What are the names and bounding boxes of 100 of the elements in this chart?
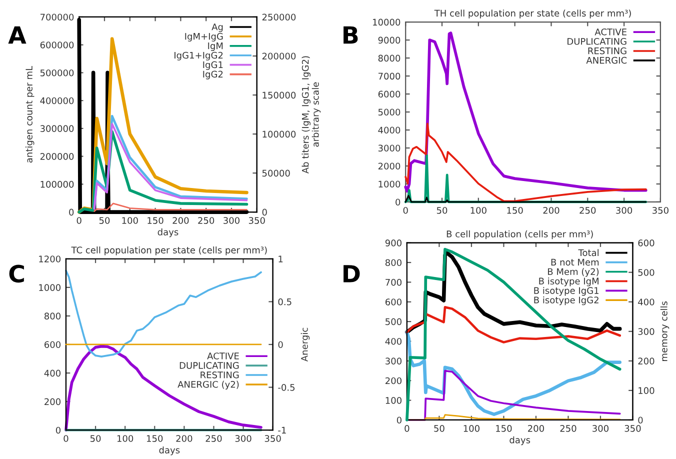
y2-axis-title: memory cells bbox=[660, 301, 670, 361]
x-tick-label: 350 bbox=[264, 435, 281, 442]
x-tick-label: 250 bbox=[206, 435, 222, 442]
legend-label: ANERGIC (y2) bbox=[178, 380, 239, 390]
y2-tick-label: 50000 bbox=[262, 170, 290, 177]
y-tick-label: 400000 bbox=[40, 97, 74, 104]
x-tick-label: 200 bbox=[176, 435, 192, 442]
x-tick-label: 0 bbox=[64, 435, 68, 442]
y2-tick-label: 0 bbox=[278, 341, 283, 348]
x-tick-label: 100 bbox=[122, 217, 138, 224]
legend-label: IgG1+IgG2 bbox=[174, 52, 223, 60]
x-tick-label: 0 bbox=[404, 425, 410, 432]
y2-tick-label: 150000 bbox=[262, 92, 296, 99]
x-axis-title: days bbox=[159, 446, 180, 456]
line-series bbox=[406, 306, 622, 344]
legend-label: Ag bbox=[212, 24, 223, 32]
x-tick-label: 300 bbox=[616, 206, 632, 214]
x-tick-label: 150 bbox=[496, 425, 512, 432]
y-tick-label: 2000 bbox=[378, 162, 400, 170]
y-tick-label: 10000 bbox=[373, 18, 400, 26]
legend-label: ANERGIC bbox=[586, 56, 627, 64]
legend-label: IgM bbox=[208, 42, 223, 51]
y-axis-title: antigen count per mL bbox=[25, 66, 34, 163]
x-tick-label: 350 bbox=[652, 206, 668, 214]
legend-label: IgM+IgG bbox=[185, 32, 223, 42]
line-series bbox=[65, 270, 262, 358]
y2-tick-label: 500 bbox=[638, 269, 654, 276]
x-tick-label: 50 bbox=[90, 435, 101, 442]
x-tick-label: 250 bbox=[198, 217, 214, 224]
text: C bbox=[9, 264, 24, 283]
legend-label: RESTING bbox=[200, 371, 239, 378]
x-tick-label: 250 bbox=[580, 206, 596, 214]
y-tick-label: 1000 bbox=[39, 284, 61, 291]
line-series bbox=[404, 154, 648, 204]
y-tick-label: 400 bbox=[385, 338, 402, 345]
y-tick-label: 4000 bbox=[378, 126, 400, 134]
y2-tick-label: 200 bbox=[638, 358, 654, 364]
y2-axis-title: Anergic bbox=[300, 328, 310, 362]
y-tick-label: 1000 bbox=[378, 180, 400, 188]
x-tick-label: 200 bbox=[172, 217, 189, 224]
y-tick-label: 500000 bbox=[40, 69, 74, 76]
legend-label: ACTIVE bbox=[594, 28, 626, 36]
legend-label: DUPLICATING bbox=[568, 38, 626, 45]
legend-label: RESTING bbox=[588, 47, 626, 54]
y2-axis-title: Ab titers (IgM, IgG1, IgG2) arbitrary scale bbox=[302, 56, 321, 174]
legend-label: B isotype IgG1 bbox=[534, 286, 598, 296]
y2-tick-label: 100000 bbox=[262, 130, 296, 138]
text: A bbox=[8, 26, 26, 44]
y-tick-label: 200 bbox=[386, 377, 402, 384]
y-tick-label: 7000 bbox=[378, 72, 400, 80]
text: B bbox=[344, 26, 358, 44]
y2-tick-label: 1 bbox=[278, 256, 283, 262]
y2-tick-label: -1 bbox=[278, 426, 286, 434]
line-series bbox=[64, 344, 262, 432]
y2-tick-label: 250000 bbox=[262, 14, 296, 21]
legend-label: IgG2 bbox=[203, 70, 223, 80]
legend-label: B Mem (y2) bbox=[548, 268, 599, 277]
y-tick-label: 700 bbox=[386, 278, 402, 286]
x-axis-title: days bbox=[510, 436, 530, 446]
line-series bbox=[404, 122, 647, 202]
legend-label: Total bbox=[578, 249, 598, 256]
y-tick-label: 600000 bbox=[40, 42, 74, 48]
y-tick-label: 6000 bbox=[378, 90, 400, 98]
x-tick-label: 50 bbox=[434, 425, 444, 432]
x-tick-label: 100 bbox=[464, 425, 480, 432]
x-tick-label: 250 bbox=[560, 425, 576, 432]
y2-tick-label: 600 bbox=[638, 240, 654, 246]
y2-tick-label: 0 bbox=[638, 416, 643, 424]
x-tick-label: 100 bbox=[470, 206, 486, 214]
y-tick-label: 1200 bbox=[39, 256, 61, 262]
x-tick-label: 350 bbox=[248, 217, 265, 224]
x-axis-title: days bbox=[158, 228, 178, 238]
y-tick-label: 3000 bbox=[378, 144, 400, 152]
x-tick-label: 150 bbox=[507, 206, 523, 214]
x-tick-label: 150 bbox=[147, 435, 163, 442]
y2-tick-label: 200000 bbox=[262, 52, 296, 60]
x-tick-label: 150 bbox=[148, 217, 164, 224]
legend-label: B isotype IgM bbox=[539, 278, 598, 286]
legend-label: B isotype IgG2 bbox=[534, 296, 598, 306]
x-tick-label: 50 bbox=[436, 206, 448, 214]
y-tick-label: 8000 bbox=[378, 54, 400, 62]
y-tick-label: 600 bbox=[385, 298, 402, 306]
y-tick-label: 400 bbox=[44, 370, 61, 377]
y-tick-label: 500 bbox=[386, 318, 402, 326]
chart-title: TC cell population per state (cells per mm³) bbox=[71, 246, 267, 256]
x-tick-label: 0 bbox=[76, 217, 82, 224]
y-tick-label: 800 bbox=[385, 259, 402, 266]
y2-tick-label: 300 bbox=[638, 328, 654, 335]
x-tick-label: 100 bbox=[117, 435, 134, 442]
legend-label: B not Mem bbox=[551, 258, 599, 266]
text: D bbox=[344, 265, 360, 282]
y-tick-label: 300 bbox=[386, 358, 402, 364]
y2-tick-label: 100 bbox=[638, 387, 654, 394]
y2-tick-label: 0.5 bbox=[278, 298, 292, 306]
x-tick-label: 300 bbox=[235, 435, 252, 442]
x-tick-label: 200 bbox=[528, 425, 544, 432]
y-tick-label: 100000 bbox=[40, 180, 74, 188]
x-tick-label: 50 bbox=[99, 217, 110, 224]
line-series bbox=[406, 370, 621, 421]
y-tick-label: 0 bbox=[396, 198, 400, 206]
